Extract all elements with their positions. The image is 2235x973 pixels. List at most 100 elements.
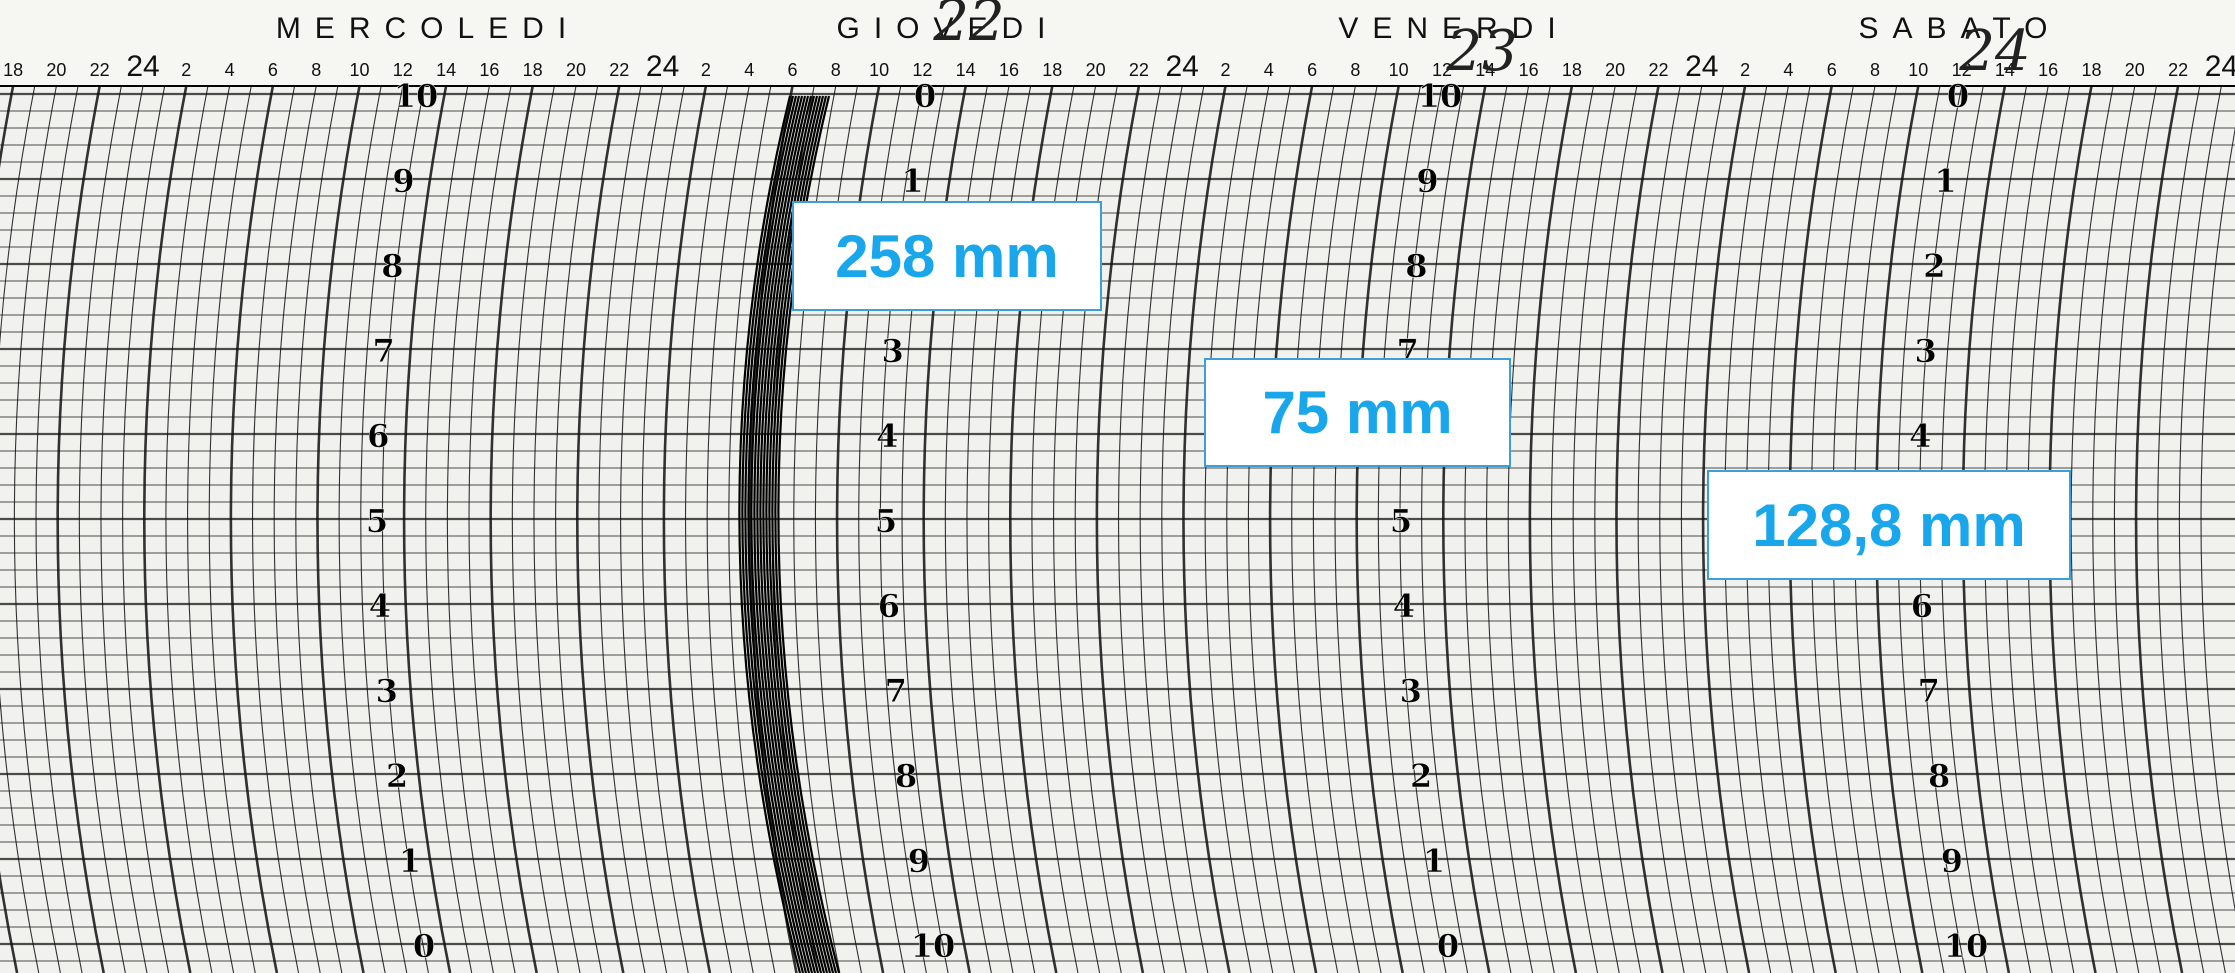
hour-label: 22 bbox=[90, 60, 110, 80]
scale-label: 5 bbox=[366, 502, 388, 540]
grid-line bbox=[1162, 86, 1208, 973]
scale-label: 3 bbox=[1914, 332, 1936, 370]
grid-line bbox=[577, 86, 623, 973]
annotation: 75 mm bbox=[1204, 358, 1511, 467]
grid-line bbox=[1119, 86, 1165, 973]
scale-label: 8 bbox=[381, 247, 403, 285]
grid-line bbox=[2136, 86, 2182, 973]
handwritten-date: 24 bbox=[1958, 19, 2030, 84]
grid-line bbox=[512, 86, 558, 973]
scale-label: 4 bbox=[369, 587, 391, 625]
hour-label: 4 bbox=[225, 60, 235, 80]
grid-line bbox=[1227, 86, 1273, 973]
handwritten-date: 22 bbox=[932, 0, 1004, 54]
hour-label: 24 bbox=[2205, 50, 2235, 83]
grid-line bbox=[1205, 86, 1251, 973]
scale-label: 3 bbox=[376, 672, 398, 710]
hour-label: 20 bbox=[566, 60, 586, 80]
pluviogram: MERCOLEDIGIOVEDIVENERDISABATO18202224246… bbox=[0, 0, 2235, 973]
grid-line bbox=[2158, 86, 2204, 973]
hour-label: 16 bbox=[479, 60, 499, 80]
scale-label: 10 bbox=[394, 77, 439, 115]
hour-label: 16 bbox=[2038, 60, 2058, 80]
scale-label: 6 bbox=[878, 587, 900, 625]
scale-label: 4 bbox=[1393, 587, 1415, 625]
hour-label: 22 bbox=[2168, 60, 2188, 80]
hour-label: 8 bbox=[1870, 60, 1880, 80]
handwritten-date: 23 bbox=[1445, 19, 1517, 84]
scale-label: 7 bbox=[372, 332, 394, 370]
grid-line bbox=[209, 86, 255, 973]
hour-label: 10 bbox=[869, 60, 889, 80]
scale-label: 4 bbox=[876, 417, 898, 455]
grid-line bbox=[79, 86, 125, 973]
hour-label: 14 bbox=[436, 60, 456, 80]
grid-line bbox=[1487, 86, 1533, 973]
grid-line bbox=[0, 86, 39, 973]
grid-line bbox=[101, 86, 147, 973]
grid-line bbox=[36, 86, 82, 973]
hour-label: 16 bbox=[999, 60, 1019, 80]
scale-label: 10 bbox=[1418, 77, 1463, 115]
grid-line bbox=[1443, 86, 1489, 973]
scale-label: 5 bbox=[1390, 502, 1412, 540]
scale-label: 10 bbox=[911, 927, 956, 965]
grid-line bbox=[1422, 86, 1468, 973]
grid-line bbox=[1270, 86, 1316, 973]
hour-label: 8 bbox=[831, 60, 841, 80]
grid-line bbox=[253, 86, 299, 973]
hour-label: 18 bbox=[3, 60, 23, 80]
grid-line bbox=[556, 86, 602, 973]
grid-line bbox=[1616, 86, 1662, 973]
grid-line bbox=[1638, 86, 1684, 973]
grid-line bbox=[1508, 86, 1554, 973]
scale-label: 8 bbox=[1405, 247, 1427, 285]
hour-label: 24 bbox=[1166, 50, 1199, 83]
grid-line bbox=[1660, 86, 1706, 973]
hour-label: 20 bbox=[2125, 60, 2145, 80]
grid-line bbox=[14, 86, 60, 973]
hour-label: 6 bbox=[1307, 60, 1317, 80]
grid-line bbox=[1183, 86, 1229, 973]
grid-line bbox=[426, 86, 472, 973]
grid-line bbox=[621, 86, 667, 973]
grid-line bbox=[1530, 86, 1576, 973]
scale-label: 8 bbox=[1928, 757, 1950, 795]
scale-label: 2 bbox=[386, 757, 408, 795]
grid-line bbox=[1140, 86, 1186, 973]
hour-label: 2 bbox=[1740, 60, 1750, 80]
grid-line bbox=[491, 86, 537, 973]
hour-label: 20 bbox=[1605, 60, 1625, 80]
scale-label: 7 bbox=[885, 672, 907, 710]
hour-label: 22 bbox=[1129, 60, 1149, 80]
grid-line bbox=[1573, 86, 1619, 973]
hour-label: 6 bbox=[787, 60, 797, 80]
scale-label: 2 bbox=[1923, 247, 1945, 285]
hour-label: 10 bbox=[1908, 60, 1928, 80]
grid-line bbox=[123, 86, 169, 973]
hour-label: 8 bbox=[311, 60, 321, 80]
scale-label: 0 bbox=[914, 77, 936, 115]
scale-label: 1 bbox=[399, 842, 421, 880]
hour-label: 2 bbox=[181, 60, 191, 80]
grid-line bbox=[2071, 86, 2117, 973]
grid-line bbox=[231, 86, 277, 973]
grid-line bbox=[686, 86, 732, 973]
scale-label: 4 bbox=[1909, 417, 1931, 455]
grid-line bbox=[2201, 86, 2235, 973]
hour-label: 8 bbox=[1350, 60, 1360, 80]
scale-label: 9 bbox=[908, 842, 930, 880]
scale-label: 10 bbox=[1944, 927, 1989, 965]
scale-label: 8 bbox=[895, 757, 917, 795]
grid-line bbox=[296, 86, 342, 973]
scale-label: 0 bbox=[413, 927, 435, 965]
grid-line bbox=[664, 86, 710, 973]
hour-label: 22 bbox=[609, 60, 629, 80]
hour-label: 20 bbox=[1086, 60, 1106, 80]
hour-label: 10 bbox=[1389, 60, 1409, 80]
grid-line bbox=[447, 86, 493, 973]
hour-label: 2 bbox=[701, 60, 711, 80]
day-label: MERCOLEDI bbox=[276, 12, 580, 45]
scale-label: 9 bbox=[1941, 842, 1963, 880]
hour-label: 18 bbox=[523, 60, 543, 80]
